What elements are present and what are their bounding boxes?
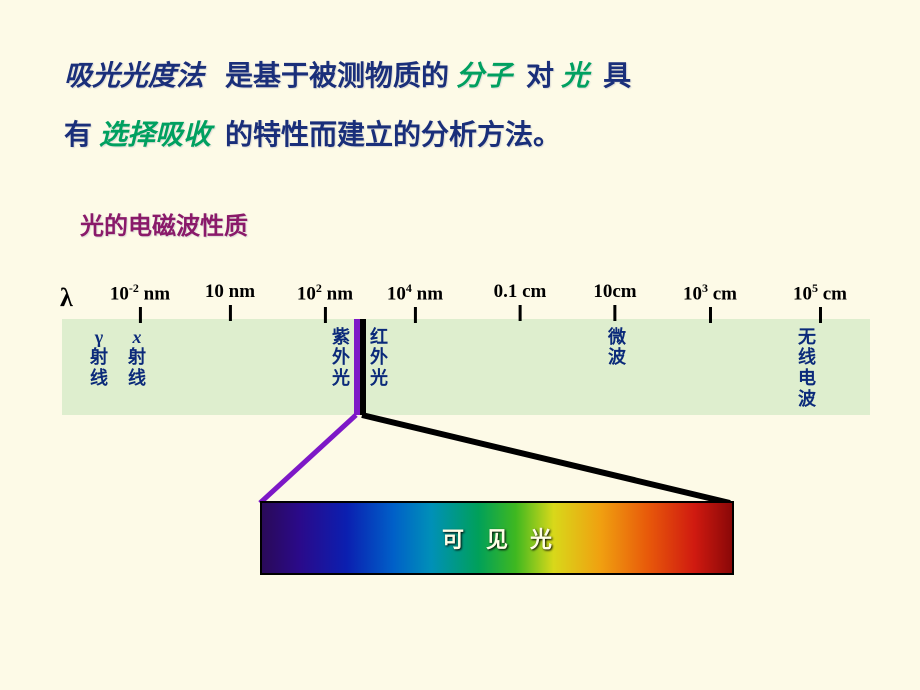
visible-light-label: 可见光 — [420, 522, 574, 554]
intro-text-3: 具 — [603, 61, 631, 92]
intro-term-absorb: 选择吸收 — [99, 120, 211, 151]
intro-term-light: 光 — [561, 61, 589, 92]
intro-text-4: 有 — [64, 120, 92, 151]
intro-text-5: 的特性而建立的分析方法。 — [225, 120, 561, 151]
intro-term-method: 吸光光度法 — [64, 61, 204, 92]
intro-text-1: 是基于被测物质的 — [225, 61, 449, 92]
intro-paragraph: 吸光光度法 是基于被测物质的 分子 对 光 具 有 选择吸收 的特性而建立的分析… — [0, 0, 920, 176]
visible-light-bar: 可见光 — [260, 501, 734, 575]
zoom-lines — [60, 271, 880, 511]
intro-term-molecule: 分子 — [456, 61, 512, 92]
em-spectrum-chart: λ 10-2 nm10 nm102 nm104 nm0.1 cm10cm103 … — [60, 271, 880, 631]
section-subtitle: 光的电磁波性质 — [0, 176, 920, 241]
intro-text-2: 对 — [526, 61, 554, 92]
